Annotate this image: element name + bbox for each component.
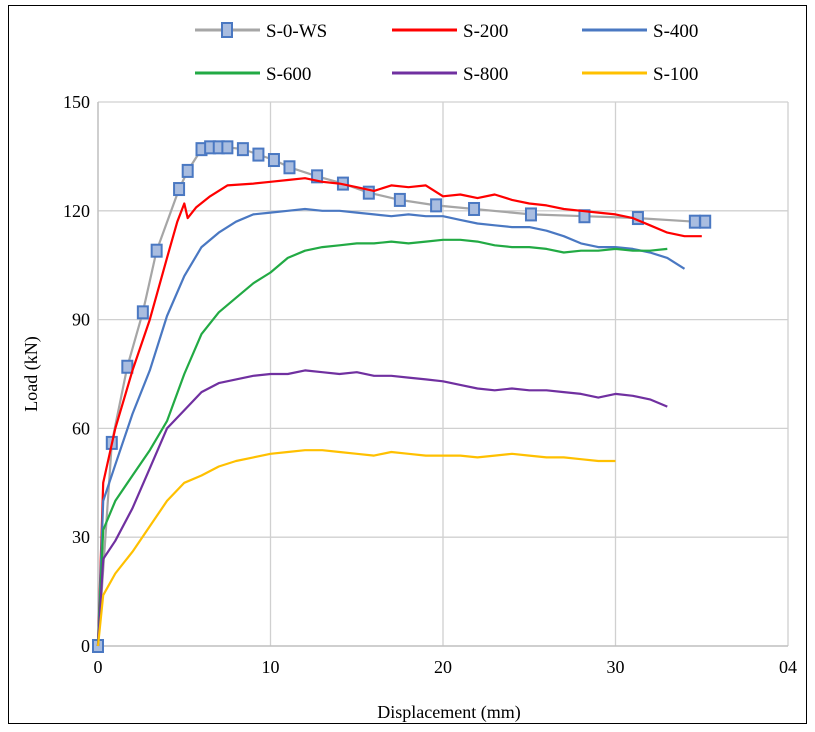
legend-item: S-600	[195, 64, 311, 85]
data-point-marker	[283, 160, 296, 175]
legend-label: S-800	[463, 64, 508, 85]
y-tick-label: 90	[72, 310, 90, 330]
x-tick-label: 04	[779, 657, 797, 677]
y-tick-label: 0	[81, 636, 90, 656]
data-point-marker	[311, 169, 324, 184]
data-point-marker	[173, 182, 186, 197]
x-tick-label: 30	[607, 657, 625, 677]
data-point-marker	[393, 192, 406, 207]
data-point-marker	[267, 153, 280, 168]
data-point-marker	[362, 185, 375, 200]
data-point-marker	[121, 359, 134, 374]
legend-swatch-marker	[221, 22, 233, 38]
y-tick-label: 30	[72, 527, 90, 547]
data-point-marker	[236, 142, 249, 157]
series-line-S-0-WS	[96, 146, 706, 647]
data-point-marker	[221, 140, 234, 155]
series-line-S-400	[96, 207, 686, 647]
legend-label: S-600	[266, 64, 311, 85]
x-tick-label: 0	[94, 657, 103, 677]
y-tick-label: 150	[63, 92, 90, 112]
legend: S-0-WS S-200 S-400 S-600 S-800 S-100	[195, 21, 698, 85]
data-point-marker	[136, 305, 149, 320]
grid	[98, 101, 789, 646]
axes: 0 30 60 90 120 150 0 10 20 30 04	[63, 92, 797, 677]
legend-item: S-400	[582, 21, 698, 42]
figure-frame	[8, 5, 807, 724]
legend-item: S-100	[582, 64, 698, 85]
legend-item: S-800	[392, 64, 508, 85]
y-axis-label: Load (kN)	[21, 336, 42, 411]
y-tick-label: 120	[63, 201, 90, 221]
x-tick-label: 20	[434, 657, 452, 677]
data-point-marker	[181, 163, 194, 178]
x-axis-label: Displacement (mm)	[377, 702, 520, 723]
data-point-marker	[699, 214, 712, 229]
legend-label: S-200	[463, 21, 508, 42]
series-line-S-600	[96, 238, 668, 647]
x-tick-label: 10	[262, 657, 280, 677]
legend-label: S-0-WS	[266, 21, 327, 42]
data-point-marker	[524, 207, 537, 222]
legend-label: S-100	[653, 64, 698, 85]
series-line-S-200	[96, 177, 702, 647]
data-point-marker	[468, 201, 481, 216]
y-tick-label: 60	[72, 418, 90, 438]
series-line-S-100	[96, 449, 616, 647]
data-point-marker	[688, 214, 701, 229]
series-line-S-800	[96, 369, 668, 647]
data-point-marker	[430, 198, 443, 213]
series-layer	[92, 140, 712, 653]
legend-item: S-0-WS	[195, 21, 327, 42]
legend-item: S-200	[392, 21, 508, 42]
data-point-marker	[150, 243, 163, 258]
data-point-marker	[252, 147, 265, 162]
legend-label: S-400	[653, 21, 698, 42]
